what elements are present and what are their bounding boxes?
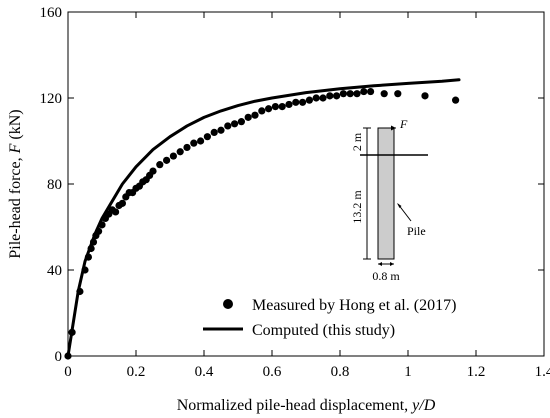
x-tick-label: 0.8 (331, 364, 350, 380)
measured-point (169, 152, 177, 160)
measured-point (421, 92, 429, 100)
measured-point (197, 137, 205, 145)
ticks: 0 0.2 0.4 0.6 0.8 1 1.2 1.4 0 40 80 120 160 (40, 5, 550, 380)
measured-point (367, 87, 375, 96)
measured-point (265, 105, 273, 113)
y-axis-title: Pile-head force, F (kN) (7, 109, 24, 258)
measured-point (251, 111, 259, 119)
measured-point (258, 107, 266, 115)
y-tick-label: 40 (47, 263, 62, 279)
measured-point (231, 120, 239, 128)
measured-point (210, 128, 218, 136)
dim-length-label: 13.2 m (350, 190, 364, 224)
x-tick-label: 1.4 (535, 364, 550, 380)
computed-line (66, 78, 461, 358)
measured-point (118, 199, 126, 207)
dim-arrow-right (390, 262, 394, 266)
measured-point (183, 143, 191, 152)
x-tick-label: 0 (64, 364, 72, 380)
y-tick-label: 120 (40, 91, 63, 107)
y-tick-label: 160 (40, 5, 63, 21)
measured-point (292, 98, 300, 106)
force-arrow-head (391, 125, 396, 131)
measured-point (305, 96, 313, 104)
measured-point (203, 133, 211, 141)
x-tick-label: 1 (404, 364, 412, 380)
measured-point (380, 90, 388, 98)
y-tick-label: 0 (55, 349, 63, 365)
dim-width-label: 0.8 m (372, 269, 400, 283)
measured-point (149, 167, 157, 175)
measured-point (224, 122, 232, 130)
pile-pointer-head (397, 203, 402, 208)
measured-point (244, 113, 252, 121)
measured-point (237, 118, 245, 126)
measured-point (271, 103, 279, 111)
x-tick-label: 0.2 (127, 364, 146, 380)
pile-rect (377, 127, 395, 260)
measured-point (394, 90, 402, 98)
legend-label-measured: Measured by Hong et al. (2017) (252, 297, 456, 314)
dim-top-label: 2 m (350, 132, 364, 151)
measured-point (112, 208, 120, 216)
dim-arrow-left (378, 262, 382, 266)
legend-label-computed: Computed (this study) (252, 322, 395, 339)
inset-pile-diagram: F 2 m 13.2 m 0.8 m Pile (350, 117, 428, 283)
legend: Measured by Hong et al. (2017) Computed (… (203, 297, 456, 339)
measured-point (339, 90, 347, 98)
measured-point (452, 96, 460, 104)
measured-point (190, 139, 198, 147)
measured-point (353, 90, 361, 98)
x-tick-label: 0.4 (195, 364, 214, 380)
measured-point (312, 94, 320, 102)
measured-point (299, 98, 307, 106)
x-tick-label: 1.2 (467, 364, 486, 380)
measured-point (176, 148, 184, 156)
x-tick-label: 0.6 (263, 364, 282, 380)
measured-point (278, 103, 286, 111)
measured-point (326, 92, 334, 100)
pile-label: Pile (407, 224, 426, 238)
measured-point (333, 92, 341, 100)
x-axis-title: Normalized pile-head displacement, y/D (177, 397, 436, 414)
measured-point (360, 87, 368, 96)
measured-point (163, 156, 171, 164)
measured-point (217, 126, 225, 134)
axis-titles: Normalized pile-head displacement, y/D Pi… (7, 109, 436, 414)
measured-point (346, 90, 354, 98)
measured-point (156, 161, 164, 169)
series (64, 78, 461, 360)
force-label: F (399, 117, 408, 131)
measured-point (319, 94, 327, 102)
legend-marker-measured (223, 299, 233, 309)
y-tick-label: 80 (47, 177, 62, 193)
measured-point (285, 100, 293, 109)
